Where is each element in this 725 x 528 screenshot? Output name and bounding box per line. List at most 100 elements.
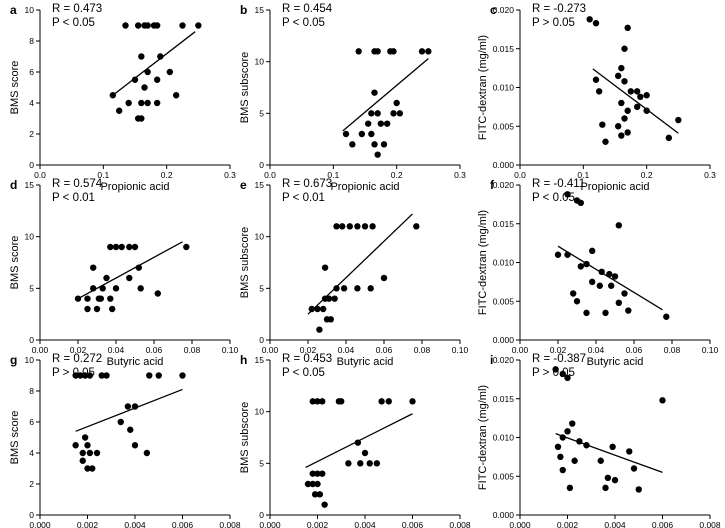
y-tick-label: 6	[29, 67, 34, 77]
y-tick-label: 4	[29, 448, 34, 458]
x-axis-title: Butyric acid	[337, 356, 394, 368]
data-point	[626, 448, 633, 455]
y-tick-label: 0.015	[493, 394, 515, 404]
y-axis-title: FITC-dextran (mg/ml)	[477, 210, 489, 315]
regression-line	[75, 388, 183, 432]
data-point	[633, 88, 641, 95]
data-point	[179, 372, 186, 379]
y-tick-label: 10	[255, 232, 265, 242]
x-axis-title: Propionic acid	[580, 181, 649, 193]
data-point	[118, 243, 125, 251]
data-point	[155, 372, 162, 379]
correlation-r: R = 0.454	[282, 3, 333, 15]
data-point	[309, 470, 316, 477]
y-tick-label: 0.010	[493, 433, 515, 443]
data-point	[339, 223, 346, 230]
data-point	[320, 305, 327, 313]
data-point	[154, 290, 161, 297]
x-tick-label: 0.008	[699, 520, 721, 528]
panel-letter: a	[10, 3, 17, 17]
data-point	[599, 121, 606, 128]
data-point	[630, 465, 638, 472]
y-tick-label: 0.000	[493, 160, 515, 170]
data-point	[570, 290, 577, 297]
data-point	[79, 457, 86, 464]
x-tick-label: 0.002	[307, 520, 329, 528]
data-point	[627, 88, 635, 95]
y-tick-label: 8	[29, 386, 34, 396]
data-point	[597, 457, 604, 464]
data-point	[143, 449, 151, 457]
x-tick-label: 0.008	[219, 520, 241, 528]
data-point	[316, 491, 324, 498]
data-point	[602, 309, 609, 317]
data-point	[90, 285, 97, 292]
data-point	[598, 268, 605, 275]
data-point	[624, 129, 631, 136]
data-point	[349, 141, 356, 148]
data-point	[166, 68, 174, 76]
y-tick-label: 0.020	[493, 355, 515, 365]
y-tick-label: 2	[29, 129, 34, 139]
data-point	[611, 273, 619, 280]
data-point	[153, 76, 161, 83]
data-point	[126, 274, 133, 282]
data-point	[138, 53, 145, 60]
x-tick-label: 0.00	[262, 345, 279, 355]
data-point	[183, 243, 190, 251]
data-point	[134, 22, 142, 29]
data-point	[592, 19, 600, 27]
data-point	[621, 115, 628, 122]
data-point	[146, 372, 153, 379]
data-point	[77, 372, 84, 379]
regression-line	[112, 31, 196, 96]
data-point	[624, 107, 631, 114]
x-tick-label: 0.3	[704, 170, 716, 180]
data-point	[86, 449, 94, 457]
data-point	[373, 460, 381, 467]
data-point	[569, 420, 576, 427]
data-point	[342, 130, 350, 138]
data-point	[112, 243, 120, 251]
x-tick-label: 0.3	[454, 170, 466, 180]
data-point	[98, 372, 105, 379]
data-point	[552, 366, 559, 373]
data-point	[390, 110, 397, 117]
x-tick-label: 0.00	[32, 345, 49, 355]
data-point	[557, 453, 564, 461]
data-point	[425, 48, 432, 55]
data-point	[308, 305, 315, 313]
data-point	[659, 397, 666, 404]
data-point	[377, 120, 385, 127]
data-point	[144, 99, 151, 107]
data-point	[115, 107, 123, 114]
data-point	[637, 93, 644, 101]
x-tick-label: 0.06	[626, 345, 643, 355]
x-tick-label: 0.08	[414, 345, 431, 355]
y-tick-label: 10	[25, 5, 35, 15]
data-point	[589, 278, 596, 286]
data-point	[355, 48, 362, 55]
data-point	[577, 199, 584, 207]
x-axis-title: Butyric acid	[107, 356, 164, 368]
regression-line	[342, 58, 429, 132]
y-axis-title: BMS subscore	[239, 227, 251, 299]
x-tick-label: 0.04	[338, 345, 355, 355]
data-point	[72, 442, 79, 449]
data-point	[107, 295, 114, 302]
y-axis-title: BMS subscore	[239, 52, 251, 124]
data-point	[621, 45, 628, 52]
x-tick-label: 0.2	[391, 170, 403, 180]
x-tick-label: 0.002	[77, 520, 99, 528]
data-point	[368, 110, 375, 117]
panel-letter: i	[490, 353, 493, 367]
y-tick-label: 0.005	[493, 296, 515, 306]
data-point	[559, 370, 566, 378]
data-point	[309, 398, 316, 405]
x-tick-label: 0.2	[641, 170, 653, 180]
data-point	[144, 68, 151, 76]
x-tick-label: 0.06	[146, 345, 163, 355]
p-value: P < 0.05	[52, 17, 95, 29]
data-point	[172, 92, 180, 99]
